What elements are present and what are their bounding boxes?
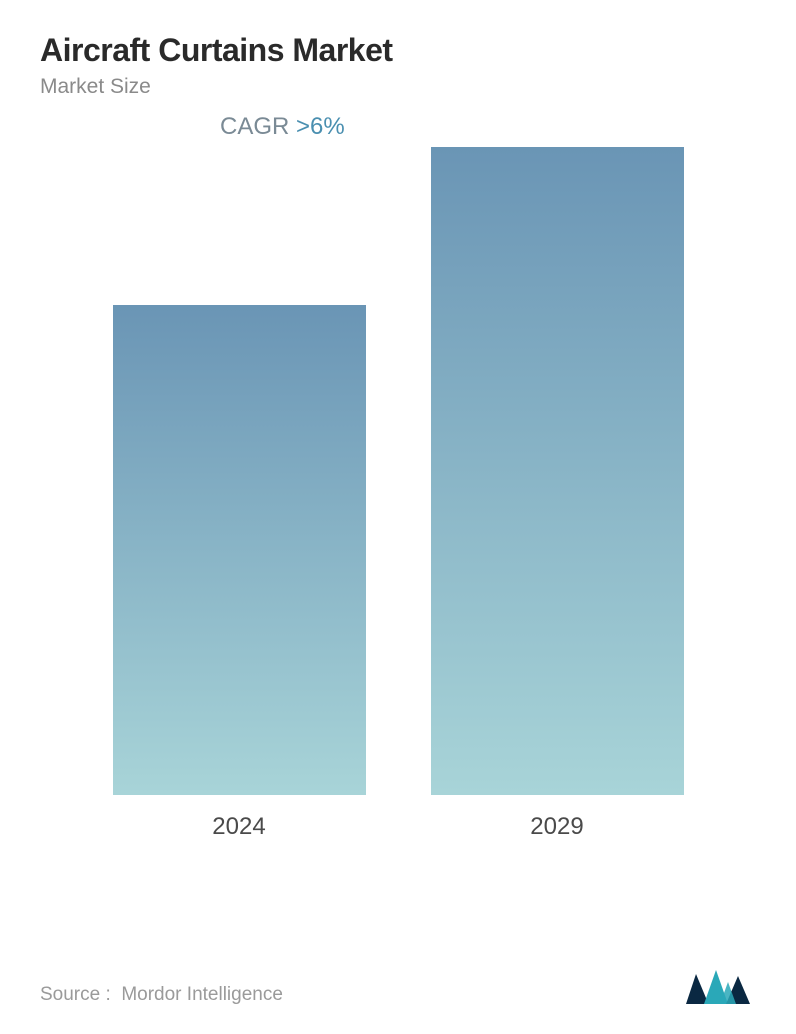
bar-group-2029: 2029: [431, 147, 684, 841]
footer: Source : Mordor Intelligence: [40, 968, 756, 1006]
mordor-logo-icon: [684, 968, 756, 1006]
cagr-text: CAGR >6%: [220, 113, 345, 141]
chart-title: Aircraft Curtains Market: [40, 32, 756, 69]
source-name: Mordor Intelligence: [121, 984, 283, 1005]
bar-2029: [431, 147, 684, 795]
bar-label-2024: 2024: [212, 813, 265, 841]
cagr-value: >6%: [296, 113, 345, 140]
cagr-container: CAGR >6%: [40, 99, 756, 141]
source-text: Source : Mordor Intelligence: [40, 984, 283, 1006]
bar-label-2029: 2029: [530, 813, 583, 841]
bar-group-2024: 2024: [113, 305, 366, 841]
source-label: Source :: [40, 984, 111, 1005]
chart-subtitle: Market Size: [40, 75, 756, 99]
cagr-label: CAGR: [220, 113, 289, 140]
chart-area: 2024 2029: [40, 161, 756, 841]
bar-2024: [113, 305, 366, 795]
